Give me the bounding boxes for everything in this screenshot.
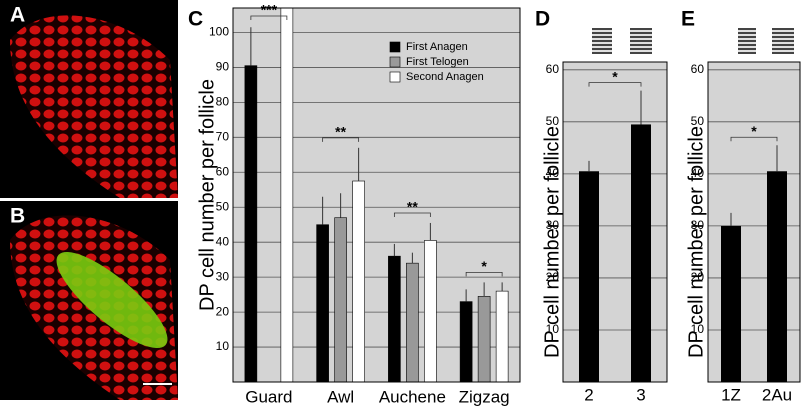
legend-label: Second Anagen [406,71,484,83]
x-tick-label: Awl [327,387,354,406]
y-tick-label: 50 [691,114,705,128]
y-tick-label: 10 [546,322,560,336]
legend-swatch [389,56,401,68]
x-tick-label: Auchene [379,387,446,406]
y-tick-label: 70 [216,129,230,143]
image-b [0,201,178,400]
significance-bracket [322,137,360,142]
y-tick-label: 50 [216,199,230,213]
significance-bracket [393,212,431,217]
y-axis-label: DP cell number per follicle [196,79,218,311]
y-tick-label: 50 [546,114,560,128]
y-axis-label: DP cell number per follicle [685,126,707,358]
plot-background [233,8,520,382]
panel-label: E [681,8,695,31]
significance-label: ** [407,199,418,215]
bar [495,290,509,383]
legend-swatch [389,41,401,53]
panel-label: A [10,4,25,27]
y-tick-label: 10 [216,339,230,353]
y-tick-label: 20 [216,304,230,318]
bar [352,180,365,383]
panel-label: C [188,8,203,31]
bar [334,217,347,383]
x-tick-label: 2 [584,385,593,404]
bar [244,65,258,383]
y-tick-label: 20 [691,270,705,284]
panel-label: B [10,205,25,228]
x-tick-label: Zigzag [459,387,510,406]
significance-bracket [465,271,503,277]
y-tick-label: 30 [546,218,560,232]
plot-frame [232,7,521,383]
x-tick-label: 1Z [721,385,741,404]
y-tick-label: 40 [216,234,230,248]
y-tick-label: 60 [691,62,705,76]
bar [459,301,473,383]
y-tick-label: 100 [209,25,229,39]
bar [579,171,599,382]
bar [477,296,491,383]
bar [631,124,651,382]
bar [280,7,294,383]
thumbnail-icons [592,28,794,54]
significance-label: * [612,68,618,84]
y-tick-label: 30 [216,269,230,283]
bar [316,224,329,383]
bar [767,171,787,382]
bar [388,255,401,383]
y-tick-label: 40 [691,166,705,180]
y-tick-label: 20 [546,270,560,284]
legend-swatch [389,71,401,83]
significance-bracket [588,82,642,87]
significance-label: * [751,123,757,139]
y-tick-label: 10 [691,322,705,336]
y-axis-label: DP cell number per follicle [541,126,563,358]
panel-label: D [535,8,550,31]
significance-label: * [481,258,487,274]
y-tick-label: 60 [216,164,230,178]
x-tick-label: Guard [245,387,292,406]
y-tick-label: 40 [546,166,560,180]
plot-background [563,62,667,382]
plot-frame [707,61,801,383]
legend-label: First Telogen [406,56,469,68]
plot-frame [562,61,668,383]
bar [406,262,419,383]
significance-bracket [730,136,778,142]
image-a [0,0,178,199]
y-tick-label: 80 [216,95,230,109]
bar [424,240,437,383]
significance-label: *** [261,2,278,18]
x-tick-label: 3 [636,385,645,404]
y-tick-label: 30 [691,218,705,232]
y-tick-label: 90 [216,60,230,74]
significance-label: ** [335,124,346,140]
legend-label: First Anagen [406,41,468,53]
y-tick-label: 60 [546,62,560,76]
significance-bracket [250,15,288,20]
bar [721,225,741,382]
x-tick-label: 2Au [762,385,792,404]
